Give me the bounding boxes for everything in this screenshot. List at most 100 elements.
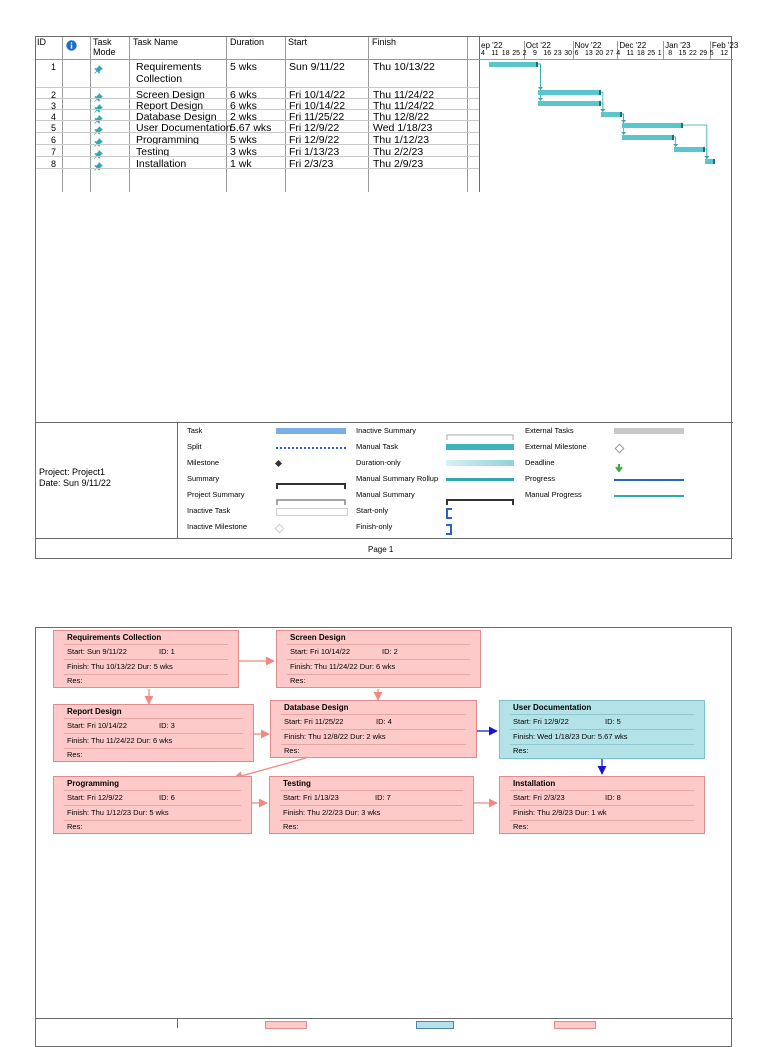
col-divider	[90, 37, 91, 192]
row-divider	[36, 120, 479, 121]
header-start[interactable]: Start	[288, 37, 308, 47]
row-finish[interactable]: Thu 1/12/23	[373, 134, 430, 146]
legend-label: Inactive Task	[187, 506, 231, 515]
node-separator	[510, 744, 694, 745]
row-start[interactable]: Fri 2/3/23	[289, 158, 334, 170]
info-icon[interactable]	[66, 40, 77, 53]
node-start: Start: Fri 12/9/22	[513, 717, 569, 726]
gantt-task-bar[interactable]	[538, 101, 601, 106]
gantt-task-bar[interactable]	[704, 159, 716, 164]
row-id[interactable]: 1	[51, 62, 57, 72]
row-duration[interactable]: 5.67 wks	[230, 122, 272, 134]
manual-task-pin-icon	[94, 89, 103, 102]
node-separator	[281, 714, 466, 715]
legend-label: Inactive Milestone	[187, 522, 248, 531]
network-task-node[interactable]: Database Design Start: Fri 11/25/22 ID: 4 F…	[270, 700, 477, 758]
gantt-task-bar[interactable]	[621, 123, 683, 128]
legend-label: Manual Progress	[525, 490, 582, 499]
row-divider	[36, 156, 479, 157]
row-divider	[36, 144, 479, 145]
legend-swatch	[446, 524, 452, 535]
header-task-name[interactable]: Task Name	[133, 37, 179, 47]
node-separator	[64, 733, 243, 734]
row-id[interactable]: 7	[51, 147, 57, 157]
legend-swatch	[276, 493, 346, 511]
network-task-node[interactable]: Programming Start: Fri 12/9/22 ID: 6 Finish…	[53, 776, 252, 834]
legend-swatch	[614, 495, 684, 497]
network-task-node[interactable]: Screen Design Start: Fri 10/14/22 ID: 2 Fin…	[276, 630, 481, 688]
header-task-mode[interactable]: Task Mode	[93, 37, 116, 57]
row-task-name[interactable]: User Documentation	[136, 122, 232, 134]
legend-label: Progress	[525, 474, 556, 483]
row-finish[interactable]: Thu 10/13/22	[373, 61, 435, 73]
node-separator	[64, 805, 241, 806]
col-divider	[368, 37, 369, 192]
legend-label: Task	[187, 426, 203, 435]
row-duration[interactable]: 1 wk	[230, 158, 252, 170]
gantt-task-bar[interactable]	[538, 90, 601, 95]
gantt-task-bar[interactable]	[600, 112, 622, 117]
node-resources: Res:	[513, 746, 529, 755]
row-start[interactable]: Fri 12/9/22	[289, 134, 340, 146]
manual-task-pin-icon	[94, 158, 103, 171]
row-task-name[interactable]: Requirements Collection	[136, 61, 202, 85]
gantt-task-bar[interactable]	[621, 135, 674, 140]
col-divider	[285, 37, 286, 192]
row-duration[interactable]: 5 wks	[230, 134, 257, 146]
row-finish[interactable]: Thu 2/2/23	[373, 146, 424, 158]
node-separator	[281, 729, 466, 730]
row-finish[interactable]: Thu 2/9/23	[373, 158, 424, 170]
legend-divider	[177, 422, 178, 538]
network-task-node[interactable]: Report Design Start: Fri 10/14/22 ID: 3 Fin…	[53, 704, 254, 762]
legend-label: Duration-only	[356, 458, 401, 467]
row-duration[interactable]: 5 wks	[230, 61, 257, 73]
gantt-link	[672, 136, 677, 146]
node-resources: Res:	[513, 822, 529, 831]
row-id[interactable]: 3	[51, 101, 57, 111]
timescale-day: 18	[501, 50, 510, 57]
legend-label: Manual Summary Rollup	[356, 474, 439, 483]
network-task-node[interactable]: Requirements Collection Start: Sun 9/11/2…	[53, 630, 239, 688]
row-start[interactable]: Fri 12/9/22	[289, 122, 340, 134]
timescale-day: 13	[585, 50, 593, 57]
node-id: ID: 1	[159, 647, 175, 656]
gantt-link	[681, 124, 708, 158]
row-duration[interactable]: 3 wks	[230, 146, 257, 158]
legend-swatch	[446, 460, 514, 466]
node-start: Start: Fri 1/13/23	[283, 793, 339, 802]
row-id[interactable]: 6	[51, 135, 57, 145]
node-resources: Res:	[290, 676, 306, 685]
node-separator	[64, 820, 241, 821]
legend-bottom-border	[36, 538, 733, 539]
node-id: ID: 4	[376, 717, 392, 726]
timescale-day: 4	[481, 50, 485, 57]
row-id[interactable]: 8	[51, 159, 57, 169]
row-start[interactable]: Fri 1/13/23	[289, 146, 340, 158]
row-finish[interactable]: Wed 1/18/23	[373, 122, 433, 134]
manual-task-pin-icon	[94, 134, 103, 147]
node-separator	[510, 820, 694, 821]
row-task-name[interactable]: Testing	[136, 146, 170, 158]
network-task-node[interactable]: Testing Start: Fri 1/13/23 ID: 7 Finish: Th…	[269, 776, 474, 834]
row-start[interactable]: Sun 9/11/22	[289, 61, 345, 73]
legend-top-border	[36, 422, 733, 423]
gantt-task-bar[interactable]	[489, 62, 539, 67]
manual-task-pin-icon	[94, 100, 103, 113]
node-id: ID: 8	[605, 793, 621, 802]
row-task-name[interactable]: Installation	[136, 158, 187, 170]
timescale-month: ep '22	[481, 41, 503, 50]
header-duration[interactable]: Duration	[230, 37, 265, 47]
gantt-task-bar[interactable]	[673, 147, 705, 152]
node-separator	[287, 659, 470, 660]
legend-swatch	[614, 443, 625, 454]
header-id[interactable]: ID	[37, 37, 46, 47]
row-id[interactable]: 2	[51, 90, 57, 100]
row-id[interactable]: 4	[51, 112, 57, 122]
node-separator	[64, 659, 228, 660]
node-separator	[280, 820, 463, 821]
header-finish[interactable]: Finish	[372, 37, 397, 47]
network-task-node[interactable]: User Documentation Start: Fri 12/9/22 ID: …	[499, 700, 705, 759]
row-task-name[interactable]: Programming	[136, 134, 200, 146]
row-id[interactable]: 5	[51, 123, 57, 133]
network-task-node[interactable]: Installation Start: Fri 2/3/23 ID: 8 Finish…	[499, 776, 705, 834]
